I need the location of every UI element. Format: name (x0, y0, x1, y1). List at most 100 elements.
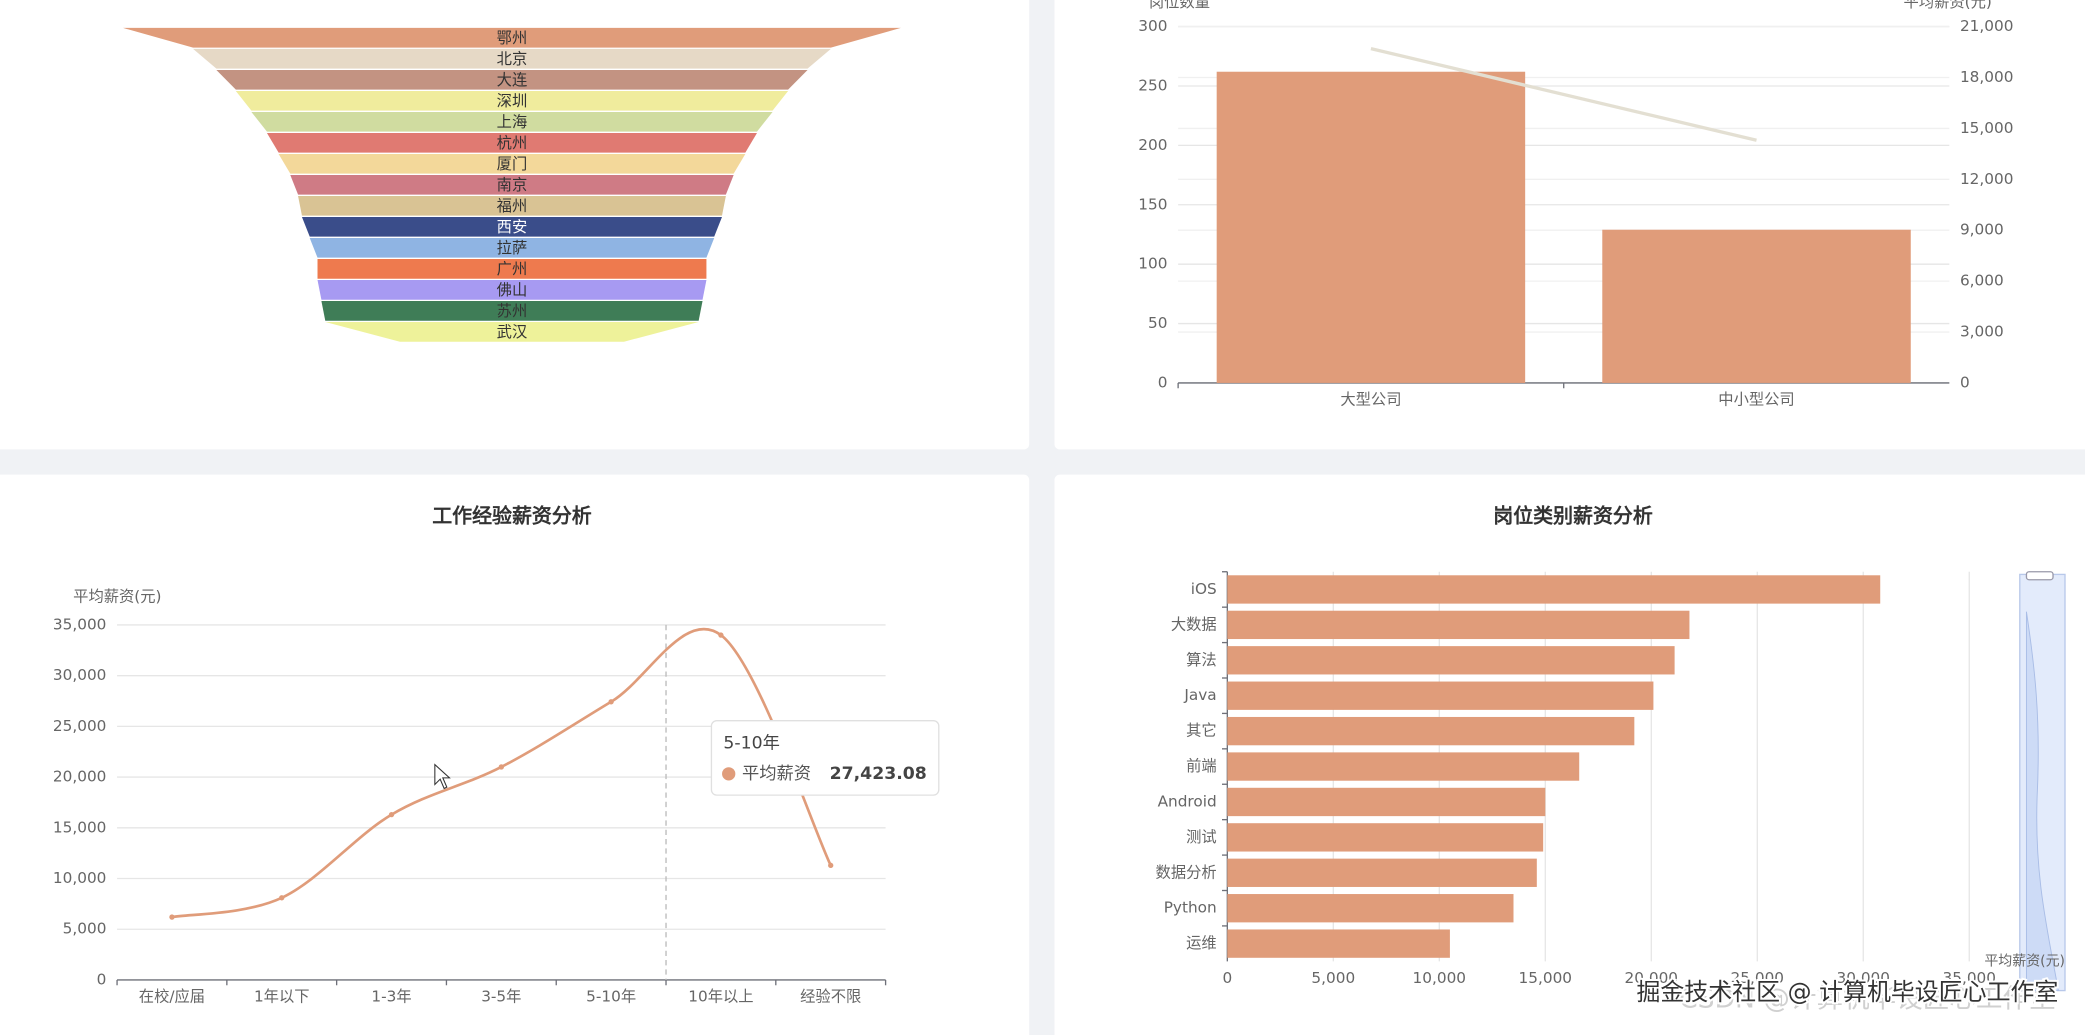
segment-label: 厦门 (497, 155, 528, 173)
point (388, 811, 395, 818)
x-tick-label: 20,000 (1625, 969, 1678, 987)
funnel-segment (290, 174, 734, 195)
funnel-segment (278, 153, 746, 174)
chart-title: 岗位类别薪资分析 (1493, 504, 1653, 528)
panel (1054, 0, 2085, 450)
point (498, 764, 504, 770)
bar (1227, 716, 1635, 746)
watermark: 掘金技术社区 @ 计算机毕设匠心工作室 (1636, 978, 2058, 1006)
x-tick-label: 10年以上 (688, 988, 753, 1006)
segment-label: 佛山 (497, 281, 528, 299)
y-tick-label: 25,000 (53, 717, 106, 735)
y2-tick-label: 6,000 (1960, 272, 2004, 290)
funnel-segment (216, 69, 808, 90)
x-tick-label: 5,000 (1311, 969, 1355, 987)
x-tick-label: 3-5年 (481, 988, 521, 1006)
x-tick-label: 10,000 (1413, 969, 1466, 987)
y-tick-label: Java (1183, 686, 1216, 704)
segment-label: 南京 (497, 176, 528, 194)
line (171, 627, 832, 919)
y-axis-title: 平均薪资(元) (73, 588, 161, 606)
funnel-segment (317, 280, 707, 300)
y-tick-label: 其它 (1186, 722, 1217, 740)
line (1370, 47, 1757, 142)
y-tick-label: 200 (1138, 136, 1167, 154)
segment-label: 北京 (497, 50, 528, 68)
y-tick-label: 运维 (1186, 934, 1217, 952)
segment-label: 广州 (497, 260, 528, 278)
segment-label: 福州 (497, 197, 528, 215)
y-tick-label: 数据分析 (1156, 863, 1217, 881)
funnel-segment (123, 27, 901, 48)
y-tick-label: 0 (1158, 373, 1168, 391)
x-tick-label: 35,000 (1943, 969, 1996, 987)
y2-tick-label: 3,000 (1960, 323, 2004, 341)
y-tick-label: 算法 (1186, 651, 1217, 669)
y-tick-label: 10,000 (53, 869, 106, 887)
x-tick-label: 1年以下 (254, 988, 310, 1006)
bar (1227, 681, 1654, 710)
segment-label: 武汉 (497, 323, 528, 341)
segment-label: 拉萨 (497, 239, 528, 257)
funnel-segment (325, 322, 699, 342)
x-tick-label: 在校/应届 (139, 988, 205, 1006)
bar (1227, 752, 1580, 781)
segment-label: 大连 (497, 71, 528, 89)
funnel-segment (309, 238, 715, 258)
x-tick-label: 0 (1222, 969, 1232, 987)
funnel-segment (317, 259, 707, 279)
y-tick-label: 100 (1138, 255, 1167, 273)
x-axis-title: 平均薪资(元) (1984, 953, 2065, 969)
y2-tick-label: 0 (1960, 373, 1970, 391)
bar (1227, 894, 1514, 923)
x-tick-label: 5-10年 (586, 988, 636, 1006)
bar (1227, 575, 1881, 604)
segment-label: 西安 (497, 218, 528, 236)
x-tick-label: 25,000 (1731, 969, 1784, 987)
tooltip-title: 5-10年 (723, 733, 779, 753)
y-tick-label: 大数据 (1171, 615, 1217, 633)
x-tick-label: 1-3年 (371, 988, 411, 1006)
y-tick-label: 250 (1138, 76, 1167, 94)
y-tick-label: 5,000 (63, 920, 107, 938)
point (828, 862, 834, 868)
y-tick-label: 测试 (1186, 828, 1217, 846)
funnel-segment (193, 48, 831, 69)
y-tick-label: iOS (1191, 580, 1217, 598)
x-tick-label: 经验不限 (800, 988, 861, 1006)
segment-label: 上海 (497, 113, 528, 131)
funnel-segment (301, 216, 722, 237)
y2-tick-label: 15,000 (1960, 119, 2013, 137)
point (608, 699, 614, 705)
bar (1602, 229, 1911, 383)
y-tick-label: Android (1158, 792, 1217, 810)
y-tick-label: 35,000 (53, 615, 106, 633)
funnel-segment (298, 195, 726, 216)
point (718, 632, 724, 638)
y2-axis-title: 平均薪资(元) (1904, 0, 1992, 11)
panel (0, 474, 1030, 1035)
y-tick-label: Python (1164, 899, 1217, 917)
point (279, 895, 285, 901)
funnel-segment (321, 301, 703, 321)
slider-handle[interactable] (2025, 571, 2054, 581)
segment-label: 鄂州 (497, 29, 528, 47)
x-tick-label: 30,000 (1837, 969, 1890, 987)
watermark: CSDN @计算机毕设匠心工作室 (1679, 983, 2056, 1014)
y-tick-label: 50 (1148, 314, 1167, 332)
bar (1227, 823, 1544, 852)
y-axis-title: 岗位数量 (1149, 0, 1210, 11)
segment-label: 深圳 (497, 92, 528, 110)
bar (1216, 71, 1526, 383)
funnel-segment (235, 90, 789, 111)
tooltip-box (710, 720, 940, 796)
y2-tick-label: 12,000 (1960, 170, 2013, 188)
segment-label: 苏州 (497, 302, 528, 320)
y-tick-label: 15,000 (53, 818, 106, 836)
slider-preview (2025, 611, 2059, 992)
bar (1227, 858, 1537, 887)
y2-tick-label: 9,000 (1960, 221, 2004, 239)
